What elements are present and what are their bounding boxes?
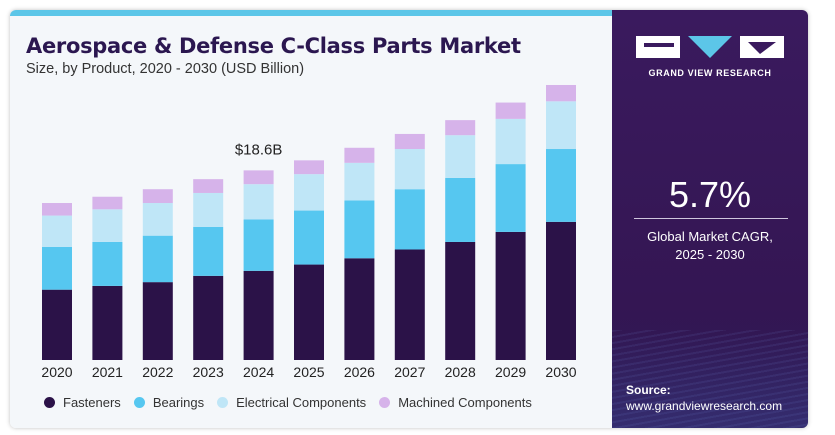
legend-swatch xyxy=(133,397,145,408)
x-tick-label: 2025 xyxy=(293,364,324,380)
bar-segment-machined-components-2028 xyxy=(445,120,476,136)
bar-segment-machined-components-2029 xyxy=(495,102,526,119)
chart-panel: Aerospace & Defense C-Class Parts Market… xyxy=(10,10,612,428)
bar-segment-bearings-2023 xyxy=(193,226,224,276)
legend-swatch xyxy=(379,397,391,408)
x-tick-label: 2030 xyxy=(545,364,576,380)
bar-segment-bearings-2024 xyxy=(243,219,274,271)
legend-item-electrical-components: Electrical Components xyxy=(217,395,366,410)
bar-segment-electrical-components-2026 xyxy=(344,162,375,201)
x-tick-label: 2022 xyxy=(142,364,173,380)
x-tick-label: 2020 xyxy=(41,364,72,380)
x-tick-label: 2027 xyxy=(394,364,425,380)
chart-subtitle: Size, by Product, 2020 - 2030 (USD Billi… xyxy=(26,61,305,77)
bar-segment-fasteners-2026 xyxy=(344,258,375,360)
value-annotation: $18.6B xyxy=(235,141,283,158)
legend-swatch xyxy=(217,397,229,408)
bar-segment-bearings-2020 xyxy=(42,246,72,290)
grand-view-research-logo xyxy=(636,36,784,58)
bar-segment-electrical-components-2020 xyxy=(42,215,72,247)
bar-segment-fasteners-2022 xyxy=(142,282,173,360)
x-tick-label: 2024 xyxy=(243,364,274,380)
bar-segment-electrical-components-2028 xyxy=(445,135,476,178)
decorative-waves xyxy=(612,330,808,428)
bar-segment-machined-components-2024 xyxy=(243,170,274,185)
bar-segment-fasteners-2027 xyxy=(394,249,425,360)
legend-label: Electrical Components xyxy=(236,395,367,410)
brand-name: GRAND VIEW RESEARCH xyxy=(648,68,772,78)
x-tick-label: 2026 xyxy=(344,364,375,380)
x-tick-label: 2028 xyxy=(445,364,476,380)
bar-segment-electrical-components-2022 xyxy=(142,203,173,236)
bar-segment-fasteners-2024 xyxy=(243,270,274,360)
x-tick-label: 2029 xyxy=(495,364,526,380)
bar-segment-machined-components-2030 xyxy=(546,84,576,102)
legend-label: Fasteners xyxy=(63,395,121,410)
legend-label: Machined Components xyxy=(398,395,532,410)
bar-segment-electrical-components-2021 xyxy=(92,209,123,242)
cagr-label: Global Market CAGR, 2025 - 2030 xyxy=(612,228,808,264)
bar-segment-fasteners-2023 xyxy=(193,275,224,360)
bar-segment-bearings-2026 xyxy=(344,200,375,259)
x-tick-label: 2023 xyxy=(193,364,224,380)
source-note: Source: www.grandviewresearch.com xyxy=(626,382,782,414)
bar-segment-machined-components-2022 xyxy=(142,189,173,204)
bar-segment-fasteners-2025 xyxy=(294,264,324,360)
bar-segment-electrical-components-2029 xyxy=(495,118,526,165)
report-card: Aerospace & Defense C-Class Parts Market… xyxy=(10,10,808,428)
chart-legend: Fasteners Bearings Electrical Components Ma… xyxy=(44,395,545,410)
divider xyxy=(634,218,788,219)
legend-item-bearings: Bearings xyxy=(133,395,205,410)
bar-segment-fasteners-2029 xyxy=(495,231,526,360)
legend-label: Bearings xyxy=(152,395,205,410)
source-url[interactable]: www.grandviewresearch.com xyxy=(626,399,783,413)
bar-segment-electrical-components-2027 xyxy=(394,149,425,190)
chart-title: Aerospace & Defense C-Class Parts Market xyxy=(26,34,521,58)
bar-segment-electrical-components-2030 xyxy=(546,101,576,150)
bar-segment-bearings-2030 xyxy=(546,149,576,222)
info-sidebar: GRAND VIEW RESEARCH 5.7% Global Market C… xyxy=(612,10,808,428)
bar-segment-machined-components-2023 xyxy=(193,179,224,193)
cagr-label-line1: Global Market CAGR, xyxy=(647,229,773,244)
stacked-bar-chart: 2020 2021 2022 2023 2024 $18.6B 2025 2026 2027 20… xyxy=(41,84,577,380)
bar-segment-bearings-2027 xyxy=(394,189,425,250)
bar-segment-bearings-2028 xyxy=(445,177,476,242)
bar-segment-electrical-components-2025 xyxy=(294,174,324,211)
bar-segment-bearings-2021 xyxy=(92,241,123,286)
cagr-label-line2: 2025 - 2030 xyxy=(675,247,745,262)
bar-segment-bearings-2029 xyxy=(495,164,526,232)
source-label: Source: xyxy=(626,383,671,397)
bar-segment-machined-components-2021 xyxy=(92,196,123,210)
bar-segment-bearings-2022 xyxy=(142,235,173,283)
bar-segment-fasteners-2028 xyxy=(445,241,476,360)
bar-segment-fasteners-2021 xyxy=(92,285,123,360)
legend-item-machined-components: Machined Components xyxy=(379,395,532,410)
bar-segment-machined-components-2020 xyxy=(42,203,72,216)
bar-segment-fasteners-2030 xyxy=(546,221,576,360)
legend-item-fasteners: Fasteners xyxy=(44,395,121,410)
bar-segment-machined-components-2027 xyxy=(394,133,425,150)
bar-segment-bearings-2025 xyxy=(294,210,324,265)
accent-strip xyxy=(10,10,612,16)
bar-segment-fasteners-2020 xyxy=(42,289,72,360)
bar-segment-machined-components-2025 xyxy=(294,160,324,175)
bar-segment-machined-components-2026 xyxy=(344,147,375,163)
cagr-value: 5.7% xyxy=(668,174,752,215)
x-tick-label: 2021 xyxy=(92,364,123,380)
legend-swatch xyxy=(44,397,55,408)
bar-segment-electrical-components-2024 xyxy=(243,184,274,220)
bar-segment-electrical-components-2023 xyxy=(193,192,224,227)
